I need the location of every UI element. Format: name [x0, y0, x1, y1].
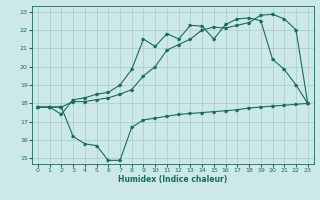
X-axis label: Humidex (Indice chaleur): Humidex (Indice chaleur): [118, 175, 228, 184]
